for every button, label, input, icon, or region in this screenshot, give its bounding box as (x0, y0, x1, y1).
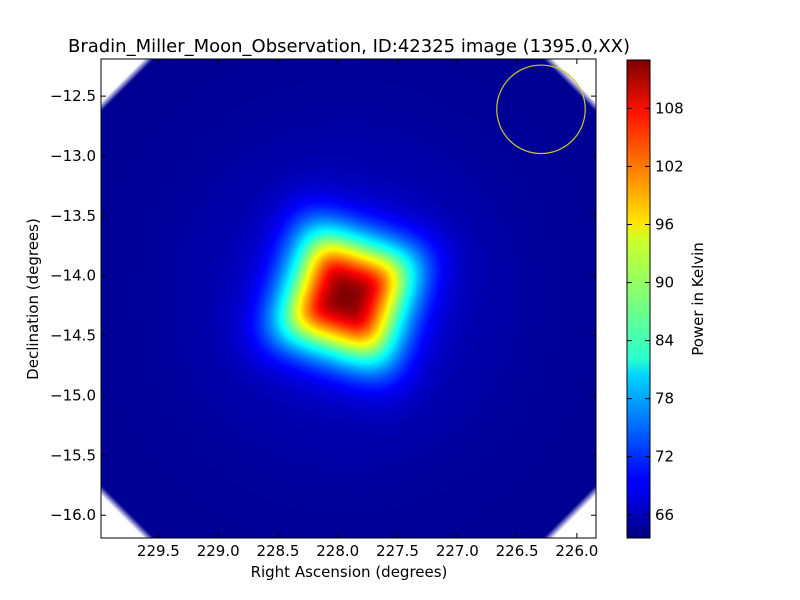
colorbar-label: Power in Kelvin (689, 242, 707, 356)
x-tick-label: 228.0 (316, 542, 359, 560)
x-tick-label: 228.5 (256, 542, 299, 560)
colorbar-tick-label: 66 (655, 506, 674, 524)
y-tick-label: −13.0 (50, 147, 96, 165)
colorbar-tick-label: 72 (655, 448, 674, 466)
colorbar-ticks: 66 72 78 84 90 96 102 108 (627, 99, 684, 524)
x-tick-label: 227.0 (436, 542, 479, 560)
y-tick-label: −16.0 (50, 506, 96, 524)
plot-area (100, 58, 597, 539)
x-tick-label: 226.0 (555, 542, 598, 560)
y-tick-label: −15.0 (50, 386, 96, 404)
y-axis-label: Declination (degrees) (24, 218, 42, 380)
colorbar-tick-label: 90 (655, 274, 674, 292)
x-tick-label: 229.5 (137, 542, 180, 560)
colorbar-frame (626, 59, 651, 539)
x-axis: 229.5 229.0 228.5 228.0 227.5 227.0 226.5 226.0 (137, 59, 598, 560)
x-tick-label: 227.5 (376, 542, 419, 560)
y-tick-label: −14.5 (50, 327, 96, 345)
y-tick-label: −13.5 (50, 207, 96, 225)
x-axis-label: Right Ascension (degrees) (251, 563, 448, 581)
y-tick-label: −14.0 (50, 267, 96, 285)
beam-circle (496, 64, 586, 155)
colorbar-tick-label: 108 (655, 99, 684, 117)
colorbar-gradient (627, 60, 650, 538)
x-tick-label: 229.0 (197, 542, 240, 560)
x-tick-label: 226.5 (496, 542, 539, 560)
y-axis: −12.5 −13.0 −13.5 −14.0 −14.5 −15.0 −15.5 −16.0 (50, 87, 596, 524)
colorbar-tick-label: 96 (655, 215, 674, 233)
y-tick-label: −12.5 (50, 87, 96, 105)
colorbar-tick-label: 102 (655, 157, 684, 175)
plot-frame (100, 58, 597, 539)
heatmap-image (101, 59, 596, 538)
colorbar-tick-label: 84 (655, 332, 674, 350)
colorbar: 66 72 78 84 90 96 102 108 (626, 59, 684, 539)
y-tick-label: −15.5 (50, 446, 96, 464)
chart-title: Bradin_Miller_Moon_Observation, ID:42325… (68, 36, 630, 57)
colorbar-tick-label: 78 (655, 390, 674, 408)
